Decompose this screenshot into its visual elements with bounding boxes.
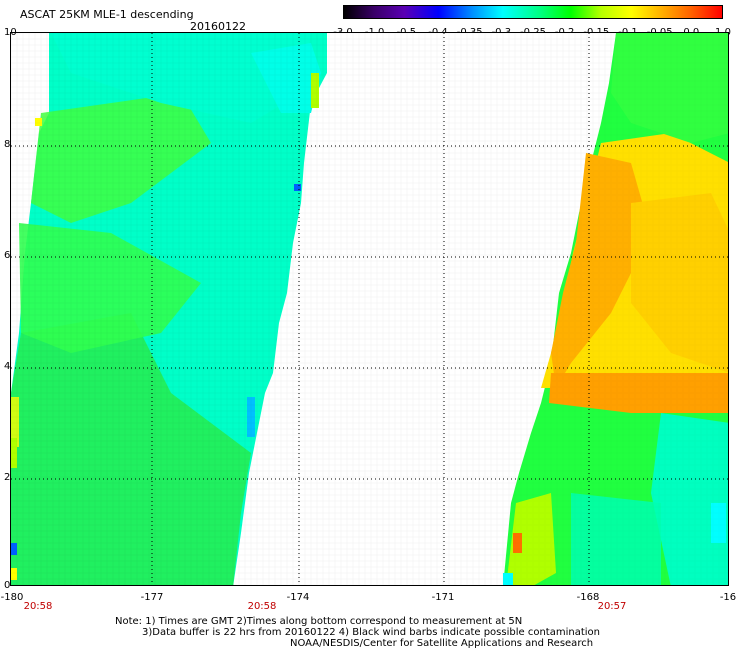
colorbar (343, 5, 723, 19)
y-label-8: 8 (4, 139, 11, 150)
x-label-minus16: -16 (719, 592, 737, 603)
x-label-minus174: -174 (286, 592, 310, 603)
y-label-2: 2 (4, 472, 11, 483)
time-label-1: 20:58 (23, 601, 53, 612)
y-label-4: 4 (4, 361, 11, 372)
x-label-minus171: -171 (431, 592, 455, 603)
note-line-3: NOAA/NESDIS/Center for Satellite Applica… (290, 638, 594, 649)
y-label-0: 0 (4, 580, 11, 591)
map-plot-area (10, 32, 729, 586)
note-line-2: 3)Data buffer is 22 hrs from 20160122 4)… (142, 627, 600, 638)
time-label-3: 20:57 (597, 601, 627, 612)
chart-date: 20160122 (190, 20, 246, 33)
x-label-minus177: -177 (140, 592, 164, 603)
swath-map (11, 33, 728, 585)
right-swath (11, 33, 728, 585)
x-label-minus180: -180 (0, 592, 24, 603)
map-grid (11, 33, 728, 585)
y-label-10: 10 (4, 27, 17, 38)
note-line-1: Note: 1) Times are GMT 2)Times along bot… (115, 616, 523, 627)
x-label-minus168: -168 (576, 592, 600, 603)
y-label-6: 6 (4, 250, 11, 261)
time-label-2: 20:58 (247, 601, 277, 612)
chart-title: ASCAT 25KM MLE-1 descending (20, 8, 194, 21)
